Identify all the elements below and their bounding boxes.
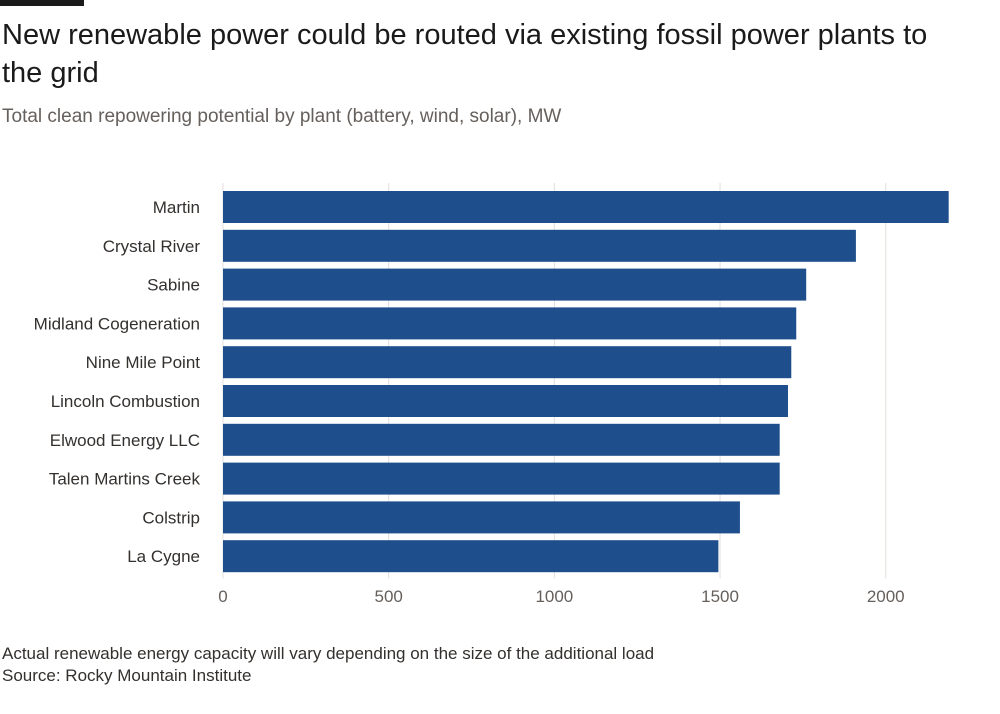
chart-source: Source: Rocky Mountain Institute <box>2 666 252 685</box>
chart-footnote: Actual renewable energy capacity will va… <box>2 644 655 663</box>
bar-midland-cogeneration <box>223 307 797 340</box>
x-tick-label-1500: 1500 <box>701 587 739 606</box>
bar-sabine <box>223 268 807 301</box>
x-tick-label-500: 500 <box>374 587 402 606</box>
x-tick-label-1000: 1000 <box>535 587 573 606</box>
bar-nine-mile-point <box>223 346 792 379</box>
bar-elwood-energy-llc <box>223 423 780 456</box>
category-label-martin: Martin <box>153 198 200 217</box>
category-label-lincoln-combustion: Lincoln Combustion <box>51 392 200 411</box>
bar-chart: 0 500 1000 1500 2000 Martin Crystal River Sabin… <box>34 183 949 606</box>
bar-la-cygne <box>223 540 719 573</box>
category-label-la-cygne: La Cygne <box>127 547 200 566</box>
bar-talen-martins-creek <box>223 462 780 495</box>
bar-crystal-river <box>223 229 856 262</box>
header-accent-bar <box>0 0 84 6</box>
x-tick-label-2000: 2000 <box>867 587 905 606</box>
category-label-sabine: Sabine <box>147 276 200 295</box>
chart-subtitle: Total clean repowering potential by plan… <box>2 106 562 127</box>
category-label-crystal-river: Crystal River <box>103 237 201 256</box>
x-tick-label-0: 0 <box>218 587 227 606</box>
category-label-elwood-energy-llc: Elwood Energy LLC <box>50 431 200 450</box>
category-label-colstrip: Colstrip <box>142 508 200 527</box>
category-label-talen-martins-creek: Talen Martins Creek <box>49 470 201 489</box>
chart-title: New renewable power could be routed via … <box>2 19 928 89</box>
bar-colstrip <box>223 501 740 534</box>
bar-lincoln-combustion <box>223 385 788 417</box>
category-label-nine-mile-point: Nine Mile Point <box>86 353 201 372</box>
bar-martin <box>223 191 949 223</box>
category-label-midland-cogeneration: Midland Cogeneration <box>34 314 200 333</box>
